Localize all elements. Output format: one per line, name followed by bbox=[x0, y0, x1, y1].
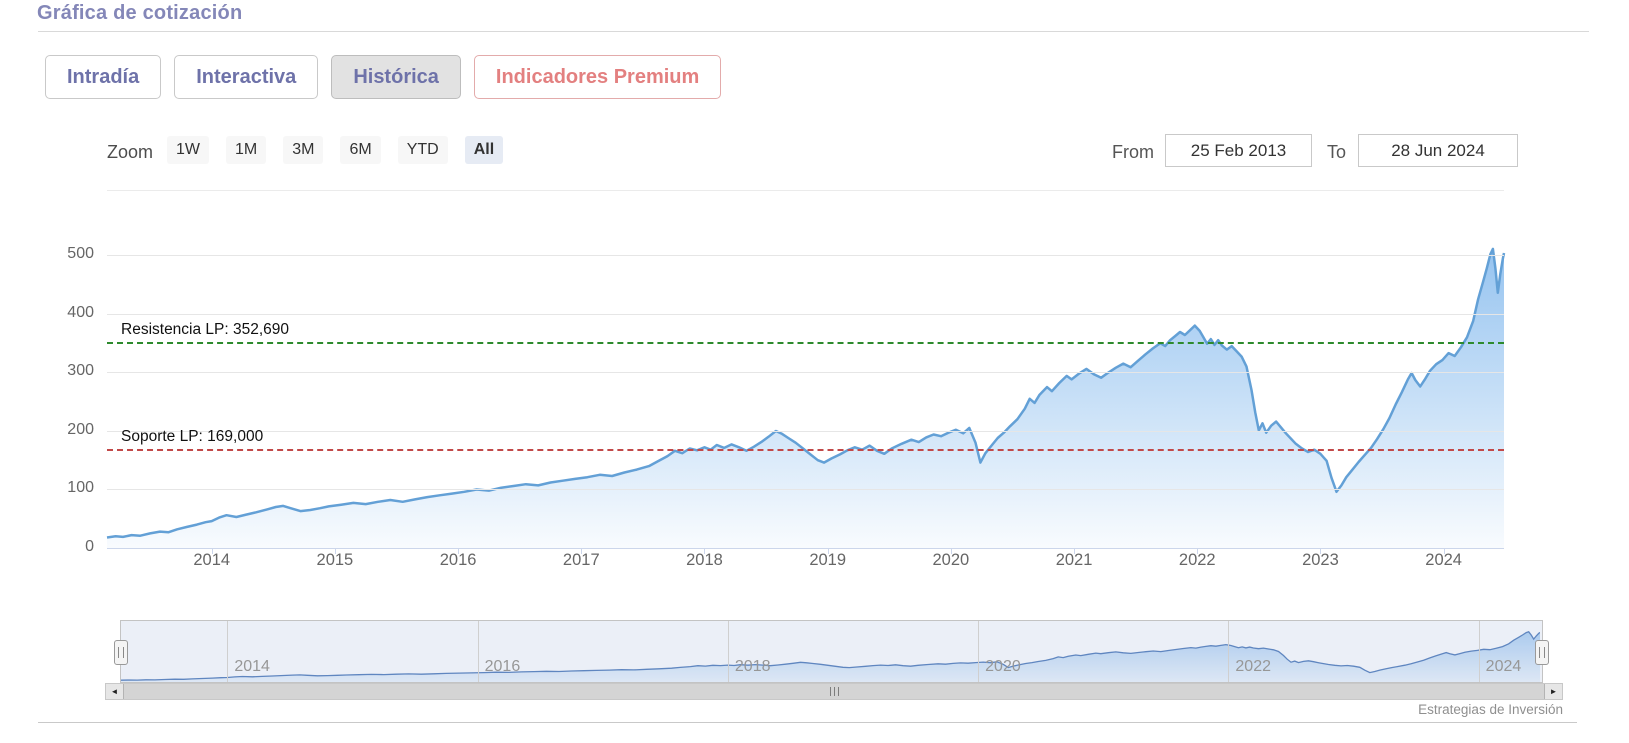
x-axis-tick bbox=[1074, 548, 1076, 554]
x-axis-tick-label: 2021 bbox=[1055, 551, 1093, 569]
navigator-area-fill bbox=[121, 631, 1540, 682]
tab-historica[interactable]: Histórica bbox=[331, 55, 461, 99]
zoom-label: Zoom bbox=[107, 142, 154, 162]
x-axis-tick-label: 2022 bbox=[1178, 551, 1216, 569]
price-chart-plot-area[interactable]: Resistencia LP: 352,690 Soporte LP: 169,0… bbox=[106, 190, 1506, 554]
series-area-fill bbox=[107, 248, 1504, 548]
x-axis-tick bbox=[581, 548, 583, 554]
x-axis-tick bbox=[950, 548, 952, 554]
title-divider bbox=[38, 31, 1589, 32]
navigator-series bbox=[121, 631, 1540, 682]
to-date-input[interactable]: 28 Jun 2024 bbox=[1358, 134, 1518, 167]
navigator-gridline bbox=[978, 621, 980, 682]
range-button-1w[interactable]: 1W bbox=[167, 136, 209, 164]
y-gridline bbox=[107, 255, 1504, 257]
x-axis-tick bbox=[1320, 548, 1322, 554]
x-axis-tick bbox=[1197, 548, 1199, 554]
navigator-left-handle[interactable] bbox=[114, 640, 128, 665]
x-axis-tick bbox=[458, 548, 460, 554]
x-axis-tick-label: 2017 bbox=[562, 551, 600, 569]
y-axis-tick-label: 300 bbox=[67, 362, 94, 380]
navigator-year-label: 2018 bbox=[734, 658, 771, 675]
navigator-gridline bbox=[727, 621, 729, 682]
y-axis-tick-label: 500 bbox=[67, 245, 94, 263]
navigator-gridline bbox=[227, 621, 229, 682]
scrollbar-left-arrow-icon[interactable]: ◄ bbox=[106, 684, 123, 699]
y-axis-tick-label: 200 bbox=[67, 420, 94, 438]
support-line bbox=[107, 449, 1504, 452]
x-axis-tick-label: 2019 bbox=[809, 551, 847, 569]
to-label: To bbox=[1327, 142, 1347, 162]
chart-attribution: Estrategias de Inversión bbox=[1418, 702, 1563, 717]
tab-intradia[interactable]: Intradía bbox=[45, 55, 162, 99]
y-axis-tick-label: 0 bbox=[85, 538, 94, 555]
tab-indicadores-premium[interactable]: Indicadores Premium bbox=[473, 55, 722, 99]
page-title: Gráfica de cotización bbox=[37, 2, 243, 24]
x-axis-tick bbox=[704, 548, 706, 554]
x-axis-tick-label: 2015 bbox=[316, 551, 354, 569]
y-axis-tick-label: 400 bbox=[67, 303, 94, 321]
series-line bbox=[106, 247, 1506, 539]
y-axis-tick-label: 100 bbox=[67, 479, 94, 497]
scrollbar-grip-icon bbox=[829, 687, 839, 696]
x-axis-tick bbox=[1443, 548, 1445, 554]
x-axis-tick-label: 2024 bbox=[1425, 551, 1462, 569]
x-axis-tick-label: 2018 bbox=[686, 551, 723, 569]
y-gridline bbox=[107, 372, 1504, 374]
y-gridline bbox=[107, 489, 1504, 491]
from-label: From bbox=[1112, 142, 1154, 162]
navigator-selected-range[interactable] bbox=[121, 621, 1542, 682]
range-button-1m[interactable]: 1M bbox=[226, 136, 267, 164]
x-axis-tick bbox=[334, 548, 336, 554]
range-button-3m[interactable]: 3M bbox=[283, 136, 324, 164]
bottom-divider bbox=[38, 722, 1577, 723]
tab-interactiva[interactable]: Interactiva bbox=[174, 55, 319, 99]
x-axis-tick-label: 2020 bbox=[932, 551, 970, 569]
x-axis-labels: 2014 2015 2016 2017 2018 2019 2020 2021 2022 2023… bbox=[107, 551, 1504, 573]
x-axis-tick bbox=[827, 548, 829, 554]
zoom-range-buttons: 1W 1M 3M 6M YTD All bbox=[167, 136, 504, 164]
y-gridline bbox=[107, 313, 1504, 315]
price-area-series bbox=[106, 247, 1506, 548]
x-axis-tick bbox=[211, 548, 213, 554]
y-axis-labels: 0 100 200 300 400 500 bbox=[0, 190, 94, 555]
navigator-year-label: 2014 bbox=[234, 658, 270, 675]
range-button-all[interactable]: All bbox=[464, 136, 504, 164]
navigator-gridline bbox=[1478, 621, 1480, 682]
chart-scrollbar[interactable]: ◄ ► bbox=[105, 683, 1563, 700]
from-date-input[interactable]: 25 Feb 2013 bbox=[1165, 134, 1312, 167]
scrollbar-thumb[interactable] bbox=[123, 684, 1545, 699]
range-button-ytd[interactable]: YTD bbox=[397, 136, 448, 164]
y-gridline bbox=[107, 430, 1504, 432]
scrollbar-right-arrow-icon[interactable]: ► bbox=[1545, 684, 1562, 699]
resistance-label: Resistencia LP: 352,690 bbox=[121, 320, 290, 338]
range-button-6m[interactable]: 6M bbox=[340, 136, 381, 164]
navigator-line bbox=[121, 631, 1540, 681]
x-axis-tick-label: 2014 bbox=[193, 551, 231, 569]
navigator-year-label: 2020 bbox=[985, 658, 1021, 675]
navigator-year-label: 2024 bbox=[1485, 658, 1522, 675]
navigator-gridline bbox=[477, 621, 479, 682]
navigator-year-label: 2022 bbox=[1235, 658, 1271, 675]
chart-tabs: Intradía Interactiva Histórica Indicador… bbox=[45, 55, 722, 99]
x-axis-tick-label: 2016 bbox=[439, 551, 477, 569]
support-label: Soporte LP: 169,000 bbox=[121, 428, 264, 446]
navigator-gridline bbox=[1228, 621, 1230, 682]
x-axis-tick-label: 2023 bbox=[1302, 551, 1339, 569]
resistance-line bbox=[107, 341, 1504, 344]
chart-navigator[interactable]: 2014 2016 2018 2020 2022 2024 bbox=[114, 620, 1549, 683]
navigator-right-handle[interactable] bbox=[1535, 640, 1549, 665]
navigator-year-label: 2016 bbox=[484, 658, 521, 675]
